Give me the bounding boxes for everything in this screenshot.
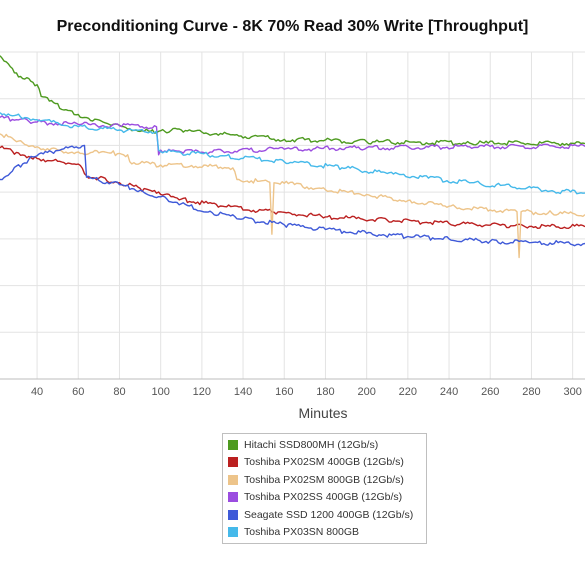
x-tick-label: 220 xyxy=(399,386,417,398)
legend-item: Toshiba PX03SN 800GB xyxy=(223,524,426,542)
series-line xyxy=(0,115,585,156)
chart-title: Preconditioning Curve - 8K 70% Read 30% … xyxy=(56,18,529,35)
legend-label: Hitachi SSD800MH (12Gb/s) xyxy=(244,438,379,451)
x-tick-label: 280 xyxy=(522,386,540,398)
legend-swatch xyxy=(228,457,238,468)
legend-swatch xyxy=(228,474,238,485)
legend-item: Toshiba PX02SM 400GB (12Gb/s) xyxy=(223,454,426,472)
series-lines xyxy=(0,55,585,259)
series-line xyxy=(0,145,585,230)
x-tick-label: 260 xyxy=(481,386,499,398)
x-tick-label: 120 xyxy=(193,386,211,398)
legend-swatch xyxy=(228,492,238,503)
x-tick-label: 240 xyxy=(440,386,458,398)
legend: Hitachi SSD800MH (12Gb/s) Toshiba PX02SM … xyxy=(222,433,427,544)
gridlines xyxy=(0,51,585,379)
x-tick-label: 200 xyxy=(357,386,375,398)
x-tick-label: 180 xyxy=(316,386,334,398)
legend-label: Toshiba PX02SS 400GB (12Gb/s) xyxy=(244,491,403,504)
legend-swatch xyxy=(228,439,238,450)
series-line xyxy=(0,112,585,195)
legend-label: Toshiba PX02SM 800GB (12Gb/s) xyxy=(244,473,404,486)
legend-label: Toshiba PX02SM 400GB (12Gb/s) xyxy=(244,456,404,469)
x-tick-label: 140 xyxy=(234,386,252,398)
legend-item: Toshiba PX02SM 800GB (12Gb/s) xyxy=(223,471,426,489)
series-line xyxy=(0,133,585,259)
x-tick-label: 300 xyxy=(563,386,581,398)
x-axis-label: Minutes xyxy=(298,405,347,421)
legend-swatch xyxy=(228,509,238,520)
legend-item: Seagate SSD 1200 400GB (12Gb/s) xyxy=(223,506,426,524)
legend-label: Toshiba PX03SN 800GB xyxy=(244,526,359,539)
legend-label: Seagate SSD 1200 400GB (12Gb/s) xyxy=(244,508,414,521)
legend-item: Hitachi SSD800MH (12Gb/s) xyxy=(223,436,426,454)
legend-swatch xyxy=(228,527,238,538)
x-tick-label: 80 xyxy=(113,386,125,398)
x-tick-label: 160 xyxy=(275,386,293,398)
x-tick-label: 40 xyxy=(31,386,43,398)
x-tick-labels: 40 60 80 100 120 140 160 180 200 220 240 260 280 300 xyxy=(31,386,582,398)
legend-item: Toshiba PX02SS 400GB (12Gb/s) xyxy=(223,489,426,507)
series-line xyxy=(0,144,585,247)
x-tick-label: 100 xyxy=(151,386,169,398)
series-line xyxy=(0,55,585,147)
x-tick-label: 60 xyxy=(72,386,84,398)
